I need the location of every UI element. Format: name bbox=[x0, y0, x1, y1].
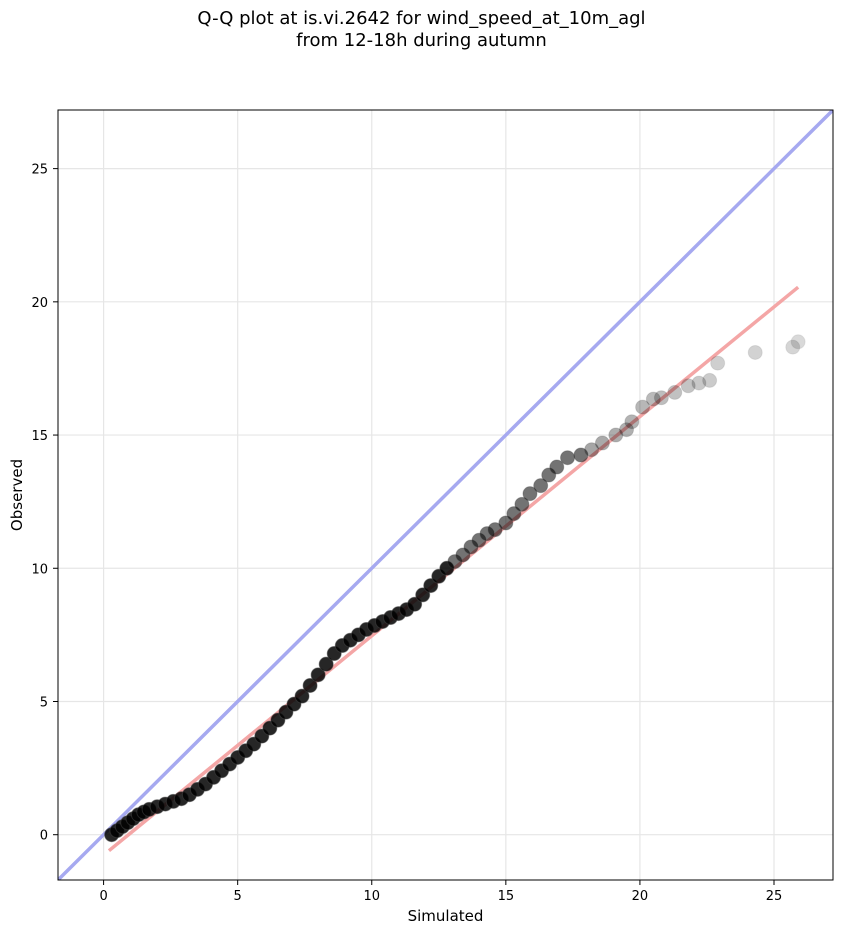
data-point bbox=[318, 656, 334, 672]
data-point bbox=[635, 399, 651, 415]
x-tick-label: 5 bbox=[234, 889, 242, 904]
data-point bbox=[514, 496, 530, 512]
data-point bbox=[785, 339, 801, 355]
data-point bbox=[691, 375, 707, 391]
data-point bbox=[302, 678, 318, 694]
data-point bbox=[710, 355, 726, 371]
data-point bbox=[667, 384, 683, 400]
data-point bbox=[584, 442, 600, 458]
data-point bbox=[560, 450, 576, 466]
data-point bbox=[294, 688, 310, 704]
y-tick-label: 20 bbox=[31, 296, 48, 311]
data-point bbox=[573, 447, 589, 463]
data-point bbox=[549, 459, 565, 475]
data-point bbox=[533, 478, 549, 494]
x-tick-label: 25 bbox=[766, 889, 783, 904]
y-axis-label: Observed bbox=[8, 459, 26, 531]
x-tick-label: 20 bbox=[632, 889, 649, 904]
x-tick-label: 0 bbox=[99, 889, 107, 904]
data-point bbox=[645, 391, 661, 407]
trend-lines bbox=[58, 110, 833, 880]
data-point bbox=[619, 422, 635, 438]
axis-ticks: 0 5 10 15 20 25 0 5 10 15 20 25 bbox=[31, 163, 782, 904]
y-tick-label: 0 bbox=[40, 829, 48, 844]
data-point bbox=[487, 522, 503, 538]
y-tick-label: 15 bbox=[31, 429, 48, 444]
data-point bbox=[747, 344, 763, 360]
data-point bbox=[680, 378, 696, 394]
data-point bbox=[608, 427, 624, 443]
data-point bbox=[624, 414, 640, 430]
chart-title-line2: from 12-18h during autumn bbox=[296, 30, 547, 51]
data-point bbox=[498, 515, 514, 531]
data-point bbox=[653, 390, 669, 406]
x-axis-label: Simulated bbox=[408, 907, 484, 925]
data-point bbox=[594, 435, 610, 451]
one-to-one-line bbox=[58, 110, 833, 880]
data-points bbox=[104, 334, 806, 843]
y-tick-label: 25 bbox=[31, 163, 48, 178]
data-point bbox=[506, 506, 522, 522]
y-tick-label: 10 bbox=[31, 562, 48, 577]
data-point bbox=[310, 667, 326, 683]
plot-frame bbox=[57, 109, 834, 881]
x-tick-label: 15 bbox=[498, 889, 515, 904]
chart-title: Q-Q plot at is.vi.2642 for wind_speed_at… bbox=[0, 8, 843, 52]
chart-title-line1: Q-Q plot at is.vi.2642 for wind_speed_at… bbox=[197, 8, 646, 29]
data-point bbox=[522, 486, 538, 502]
data-point bbox=[790, 334, 806, 350]
data-point bbox=[702, 372, 718, 388]
y-tick-label: 5 bbox=[40, 695, 48, 710]
x-tick-label: 10 bbox=[363, 889, 380, 904]
